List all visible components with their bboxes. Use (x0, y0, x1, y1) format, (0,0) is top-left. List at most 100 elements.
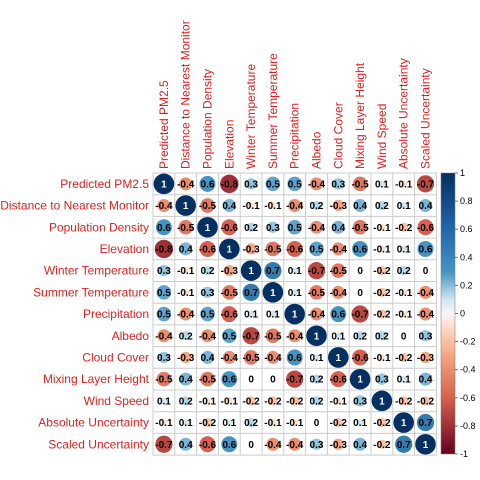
column-label: Winter Temperature (244, 64, 258, 169)
corr-value: 0.2 (310, 375, 324, 386)
corr-value: -0.5 (264, 331, 282, 342)
corr-circle (201, 286, 214, 298)
column-labels: Predicted PM2.5 Distance to Nearest Monit… (157, 20, 433, 169)
corr-circle (286, 240, 303, 257)
corr-value: 0.4 (201, 353, 215, 364)
corr-circle (269, 202, 277, 209)
corr-circle (377, 287, 387, 297)
corr-value: 0.5 (288, 223, 302, 234)
corr-value: -0.2 (373, 310, 391, 321)
corr-circle (265, 176, 281, 192)
corr-value: -0.1 (395, 179, 413, 190)
corr-value: -0.3 (221, 266, 239, 277)
colorbar-gradient (440, 172, 456, 455)
corr-value: 0.1 (397, 375, 411, 386)
corr-circle (266, 437, 280, 451)
corr-circle (399, 396, 409, 406)
row-label: Predicted PM2.5 (60, 177, 149, 191)
corr-circle (284, 303, 306, 325)
corr-circle (245, 178, 257, 190)
corr-circle (351, 305, 369, 323)
column-label: Summer Temperature (266, 53, 280, 169)
corr-circle (400, 310, 407, 318)
corr-value: -0.8 (155, 244, 173, 255)
corr-circle (157, 329, 171, 343)
colorbar-tick-label: 1 (460, 168, 465, 178)
corr-value: -0.3 (177, 353, 195, 364)
corr-value: 0 (423, 266, 429, 277)
corr-value: 0.7 (244, 288, 258, 299)
corr-value: 1 (423, 440, 429, 451)
row-label: Absolute Uncertainty (38, 416, 149, 430)
corr-circle (269, 419, 277, 426)
corr-value: 1 (248, 266, 254, 277)
corr-circle (265, 241, 281, 257)
corr-value: -0.1 (242, 201, 260, 212)
corr-circle (180, 351, 192, 364)
colorbar-tick-label: 0 (460, 309, 465, 319)
corr-value: -0.2 (330, 418, 348, 429)
corr-circle (311, 200, 322, 211)
corr-value: -0.4 (330, 288, 348, 299)
corr-circle (200, 350, 215, 364)
corr-value: 0 (357, 266, 363, 277)
corr-circle (179, 437, 193, 451)
corr-value: 1 (270, 288, 276, 299)
row-label: Precipitation (83, 307, 149, 321)
row-label: Cloud Cover (82, 350, 149, 364)
colorbar-tick-label: -0.6 (460, 393, 476, 403)
corr-circle (353, 437, 367, 451)
corr-value: 0.4 (353, 440, 367, 451)
corr-value: 1 (314, 331, 320, 342)
row-label: Wind Speed (84, 394, 149, 408)
corr-circle (416, 413, 435, 432)
corr-circle (264, 262, 282, 280)
corr-circle (153, 173, 175, 195)
corr-circle (222, 199, 236, 213)
corr-value: -0.4 (308, 179, 326, 190)
corr-value: 0.2 (310, 201, 324, 212)
corr-circle (157, 199, 171, 213)
corr-circle (418, 372, 433, 386)
corr-circle (400, 245, 407, 253)
corr-value: 0 (401, 331, 407, 342)
column-label: Population Density (201, 69, 215, 169)
colorbar-tick-label: -0.4 (460, 365, 476, 375)
corr-value: -0.2 (242, 396, 260, 407)
corr-value: 0.1 (222, 418, 236, 429)
corr-value: 0.7 (397, 440, 411, 451)
corr-circle (286, 370, 304, 388)
column-label: Cloud Cover (331, 102, 345, 169)
corr-circle (200, 198, 215, 213)
corr-circle (221, 219, 238, 236)
corr-circle (268, 396, 278, 406)
corr-value: 0.6 (157, 223, 171, 234)
corr-value: 0.3 (244, 179, 258, 190)
corr-circle (287, 219, 302, 235)
corr-value: 0.4 (331, 223, 345, 234)
corr-circle (290, 396, 300, 406)
corr-value: 0.5 (222, 331, 236, 342)
corr-circle (247, 202, 255, 209)
corr-value: -0.3 (417, 353, 435, 364)
corr-circle (399, 352, 409, 363)
corr-value: 0.5 (201, 310, 215, 321)
colorbar-tick-label: -1 (460, 449, 468, 459)
corr-value: -0.2 (373, 418, 391, 429)
corr-circle (156, 306, 172, 322)
corr-circle (354, 395, 366, 407)
row-label: Albedo (112, 329, 150, 343)
corr-value: 0.4 (353, 201, 367, 212)
corr-value: 0 (314, 418, 320, 429)
corr-value: 1 (357, 375, 363, 386)
corr-value: 0.2 (179, 331, 193, 342)
corr-value: -0.2 (373, 288, 391, 299)
corr-value: -0.7 (286, 375, 304, 386)
corr-circle (155, 219, 172, 236)
corr-value: 1 (336, 353, 342, 364)
row-labels: Predicted PM2.5 Distance to Nearest Monit… (0, 177, 149, 451)
corr-value: -0.4 (177, 310, 195, 321)
corr-circle (356, 419, 364, 426)
corr-value: -0.1 (264, 201, 282, 212)
corr-circle (222, 285, 237, 300)
